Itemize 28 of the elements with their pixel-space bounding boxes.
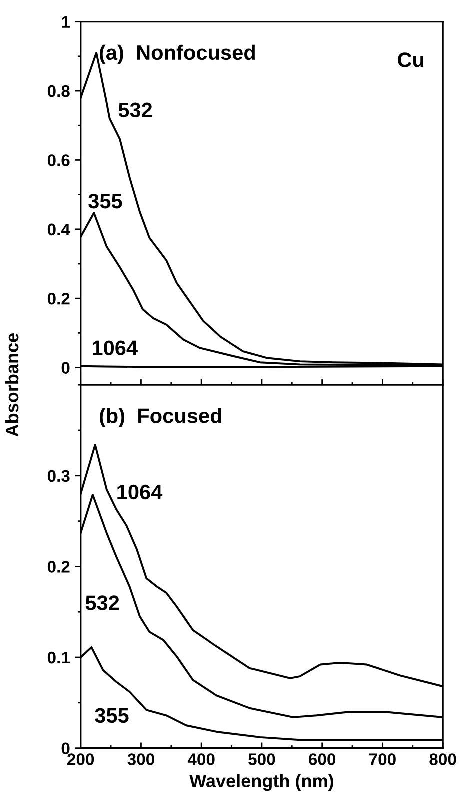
y-tick-label: 0 — [62, 362, 70, 374]
annotation: (a) Nonfocused — [100, 44, 255, 64]
y-tick-label: 0.2 — [48, 561, 70, 573]
x-tick-label: 500 — [248, 754, 276, 766]
y-tick-label: 1 — [62, 16, 70, 28]
x-tick-label: 600 — [309, 754, 336, 766]
annotation: 532 — [118, 102, 152, 118]
y-axis-title: Absorbance — [5, 334, 19, 437]
y-tick-label: 0.2 — [48, 293, 70, 305]
annotation: (b) Focused — [100, 408, 222, 428]
y-tick-label: 0.8 — [48, 85, 70, 98]
annotation: Cu — [398, 52, 424, 68]
annotation: 355 — [95, 708, 129, 724]
y-tick-label: 0.3 — [48, 470, 70, 482]
x-tick-label: 700 — [370, 754, 396, 766]
x-tick-label: 200 — [68, 754, 94, 766]
y-tick-label: 0.4 — [48, 224, 70, 236]
y-tick-label: 0.6 — [48, 154, 70, 166]
y-tick-label: 0 — [62, 742, 70, 755]
x-tick-label: 400 — [188, 754, 215, 766]
annotation: 532 — [86, 596, 120, 610]
x-tick-label: 300 — [128, 754, 154, 766]
x-axis-title: Wavelength (nm) — [190, 774, 334, 792]
annotation: 1064 — [118, 484, 163, 500]
annotation: 1064 — [93, 340, 138, 356]
x-tick-label: 800 — [430, 754, 456, 766]
y-tick-label: 0.1 — [48, 652, 70, 664]
annotation: 355 — [88, 194, 122, 209]
